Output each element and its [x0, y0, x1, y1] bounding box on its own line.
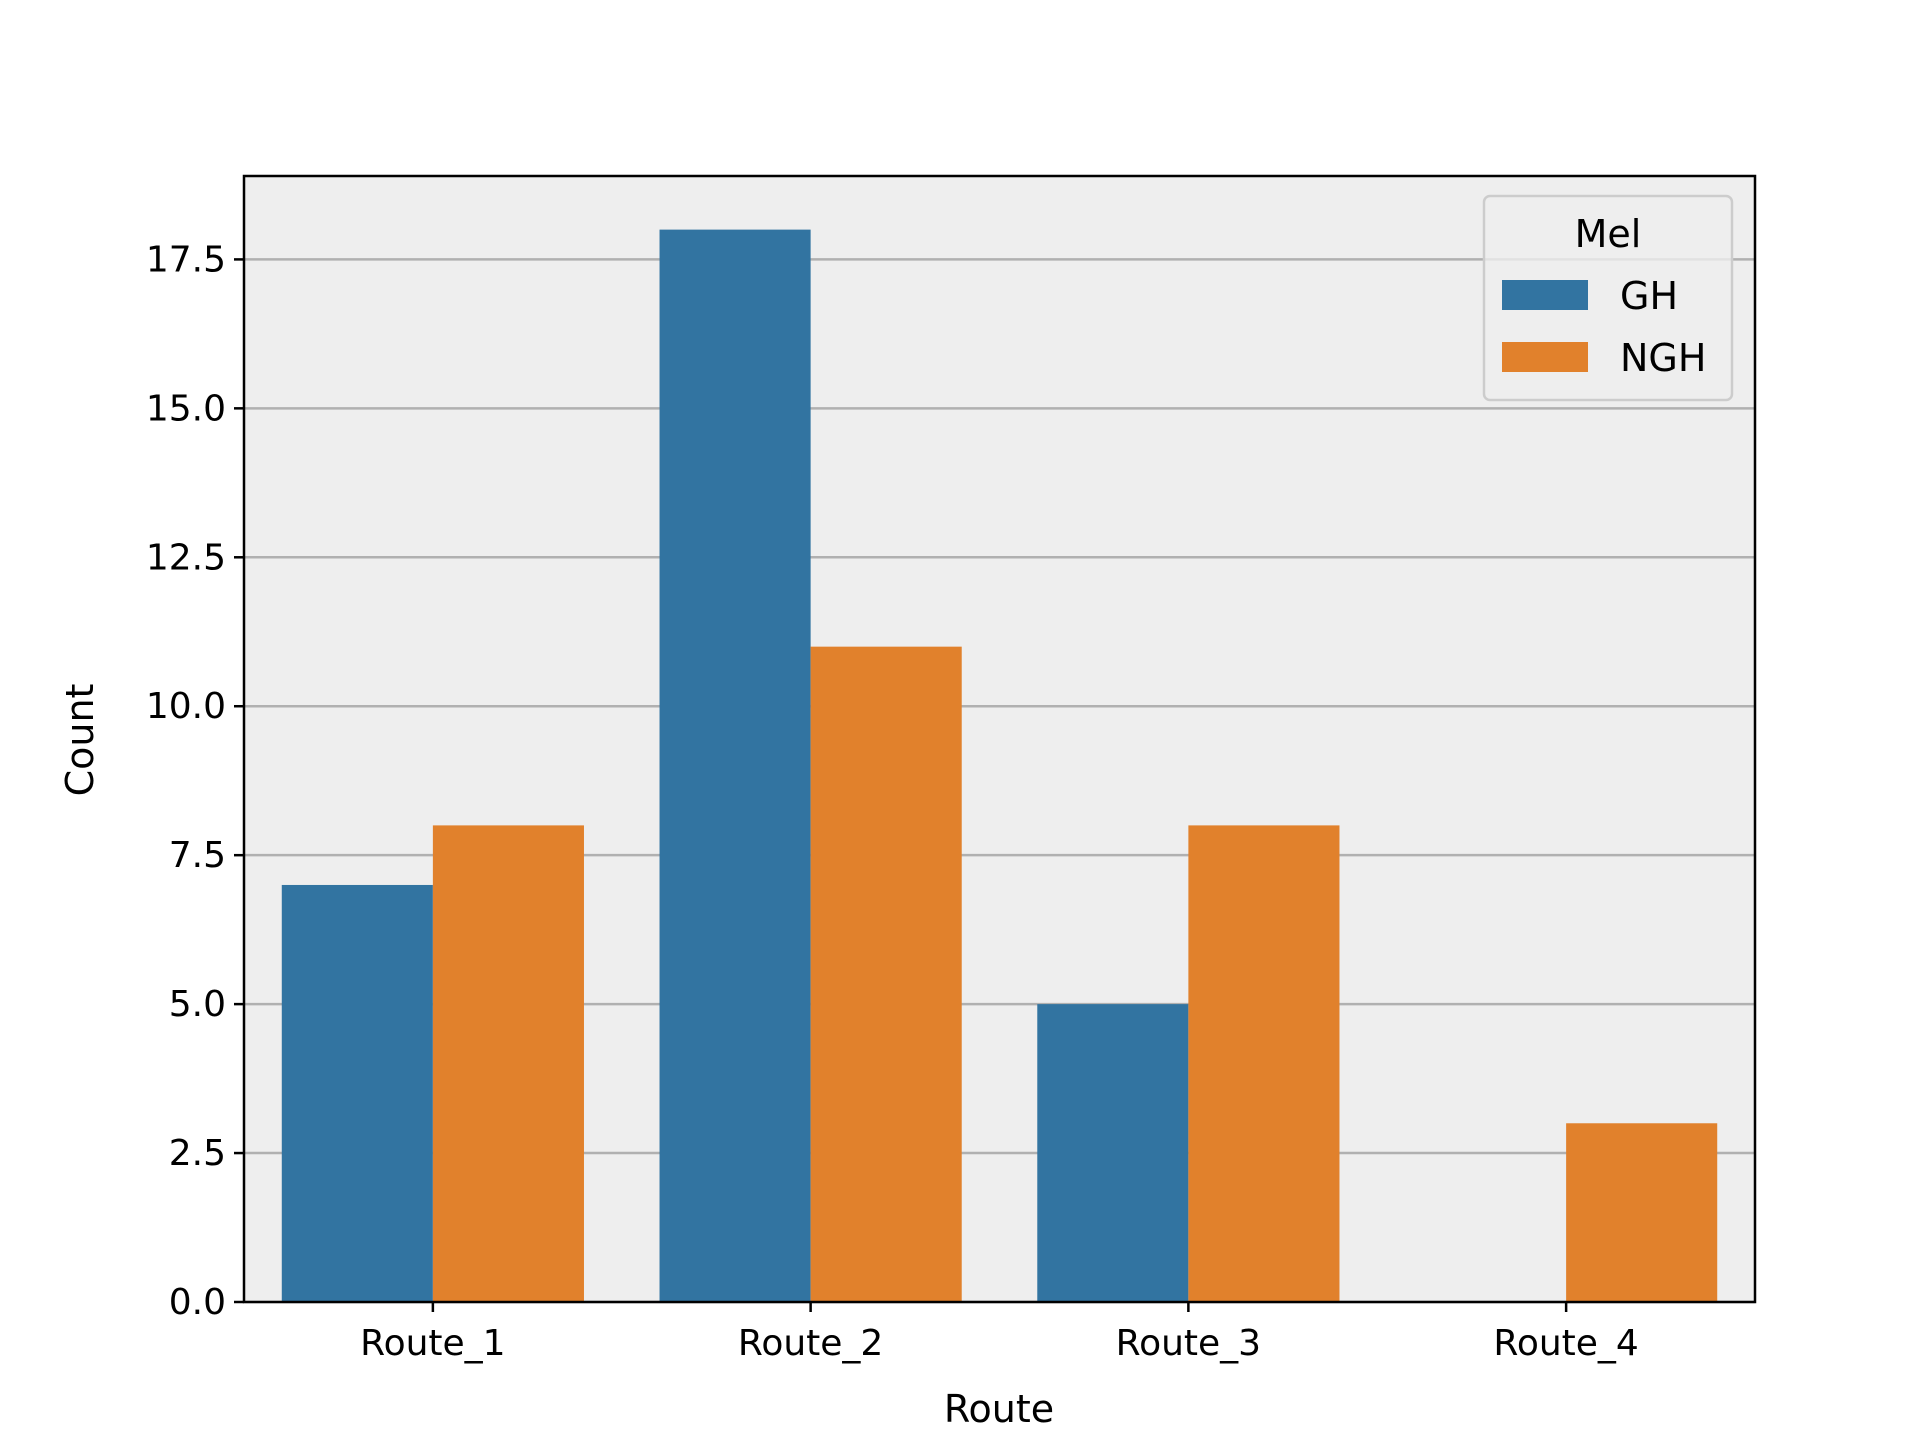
x-tick-label: Route_1 [360, 1323, 505, 1364]
y-tick-label: 5.0 [169, 984, 226, 1025]
y-tick-label: 17.5 [146, 239, 226, 280]
x-tick-label: Route_2 [738, 1323, 883, 1364]
y-tick-label: 0.0 [169, 1282, 226, 1323]
bar-gh-route_1 [281, 884, 433, 1302]
legend-label-ngh: NGH [1620, 336, 1706, 380]
legend-title: Mel [1575, 212, 1642, 256]
bar-ngh-route_2 [810, 646, 962, 1302]
legend-label-gh: GH [1620, 274, 1678, 318]
y-axis: 0.0 2.5 5.0 7.5 10.0 12.5 15.0 17.5 [146, 239, 244, 1323]
bar-gh-route_3 [1037, 1004, 1189, 1302]
y-tick-label: 7.5 [169, 835, 226, 876]
bar-ngh-route_4 [1566, 1123, 1718, 1302]
bar-ngh-route_1 [432, 825, 584, 1302]
x-axis-title: Route [944, 1387, 1054, 1431]
x-tick-label: Route_3 [1116, 1323, 1261, 1364]
bar-gh-route_2 [659, 229, 811, 1303]
y-tick-label: 10.0 [146, 686, 226, 727]
x-tick-label: Route_4 [1493, 1323, 1638, 1364]
x-axis: Route_1 Route_2 Route_3 Route_4 [360, 1302, 1639, 1364]
bar-ngh-route_3 [1188, 825, 1340, 1302]
y-tick-label: 12.5 [146, 537, 226, 578]
legend-swatch-gh [1502, 280, 1588, 310]
y-tick-label: 2.5 [169, 1133, 226, 1174]
legend-swatch-ngh [1502, 342, 1588, 372]
bars [281, 229, 1718, 1303]
plot-frame [242, 174, 1757, 1304]
y-axis-title: Count [58, 684, 102, 797]
legend: Mel GH NGH [1482, 194, 1734, 402]
y-tick-label: 15.0 [146, 388, 226, 429]
